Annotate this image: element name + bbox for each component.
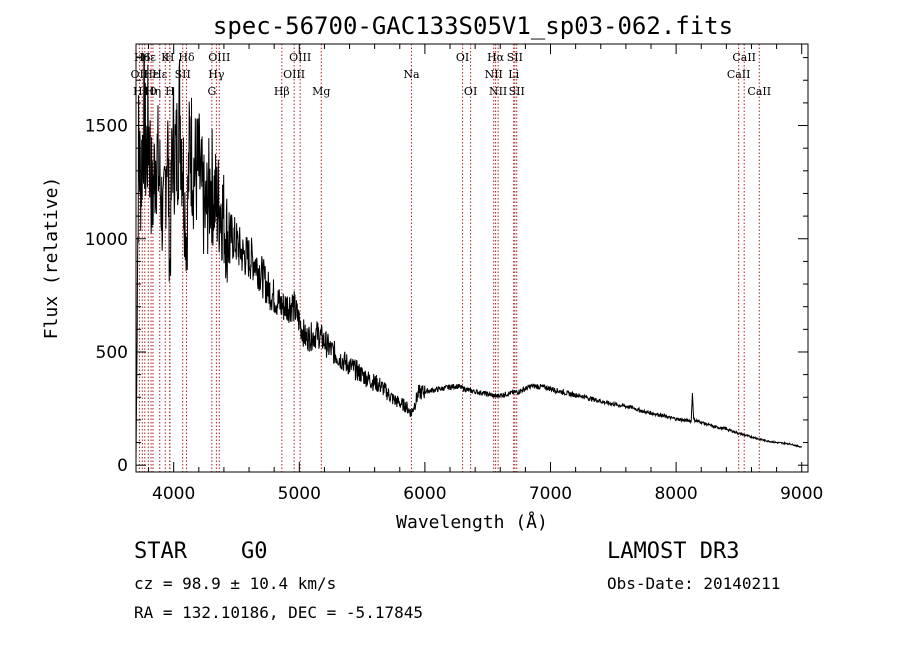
line-label: Hε [141,51,157,64]
line-label: G [207,85,216,98]
line-label: Li [508,68,519,81]
y-tick-label: 0 [117,456,128,476]
line-label: Hε [152,68,168,81]
object-class: STAR [134,539,187,564]
line-label: SII [507,51,523,64]
line-label: H [165,85,175,98]
y-tick-label: 1000 [85,230,128,250]
line-label: SII [509,85,525,98]
line-label: H [165,51,175,64]
line-label: CaII [732,51,756,64]
line-label: OIII [289,51,311,64]
x-tick-label: 9000 [780,484,823,504]
y-axis-label: Flux (relative) [41,177,62,340]
x-axis-label: Wavelength (Å) [396,511,548,533]
x-tick-label: 4000 [152,484,195,504]
object-subclass: G0 [241,539,268,564]
x-axis: 4000 5000 6000 7000 8000 9000 [148,44,823,504]
redshift-velocity: cz = 98.9 ± 10.4 km/s [134,574,337,593]
spectrum-line [135,54,803,461]
line-label: K [161,51,170,64]
emission-line-labels: OIIH6H10HεHεHηHεKHHSIIHδGHγOIIIHβOIIIOII… [131,51,772,98]
line-label: OI [456,51,469,64]
line-label: Hα [487,51,505,64]
x-tick-label: 6000 [403,484,446,504]
line-label: OI [464,85,477,98]
line-label: CaII [727,68,751,81]
y-tick-label: 1500 [85,117,128,137]
line-label: OIII [208,51,230,64]
line-label: Na [403,68,420,81]
survey-name: LAMOST DR3 [607,539,740,564]
chart-title: spec-56700-GAC133S05V1_sp03-062.fits [213,12,733,40]
ra-dec-coordinates: RA = 132.10186, DEC = -5.17845 [134,603,423,622]
line-label: SII [175,68,191,81]
line-label: Hγ [208,68,225,81]
y-axis: 0 500 1000 1500 [85,57,808,476]
line-label: NII [489,85,507,98]
line-label: OIII [283,68,305,81]
y-tick-label: 500 [96,343,128,363]
x-tick-label: 7000 [529,484,572,504]
line-label: Hβ [274,85,290,98]
plot-frame [135,43,809,473]
x-tick-label: 8000 [654,484,697,504]
line-label: NII [485,68,503,81]
x-tick-label: 5000 [278,484,321,504]
line-label: Hδ [178,51,195,64]
line-label: Mg [312,85,330,98]
line-label: CaII [747,85,771,98]
line-label: H6 [134,51,151,64]
line-label: Hη [145,85,161,98]
observation-date: Obs-Date: 20140211 [607,574,781,593]
